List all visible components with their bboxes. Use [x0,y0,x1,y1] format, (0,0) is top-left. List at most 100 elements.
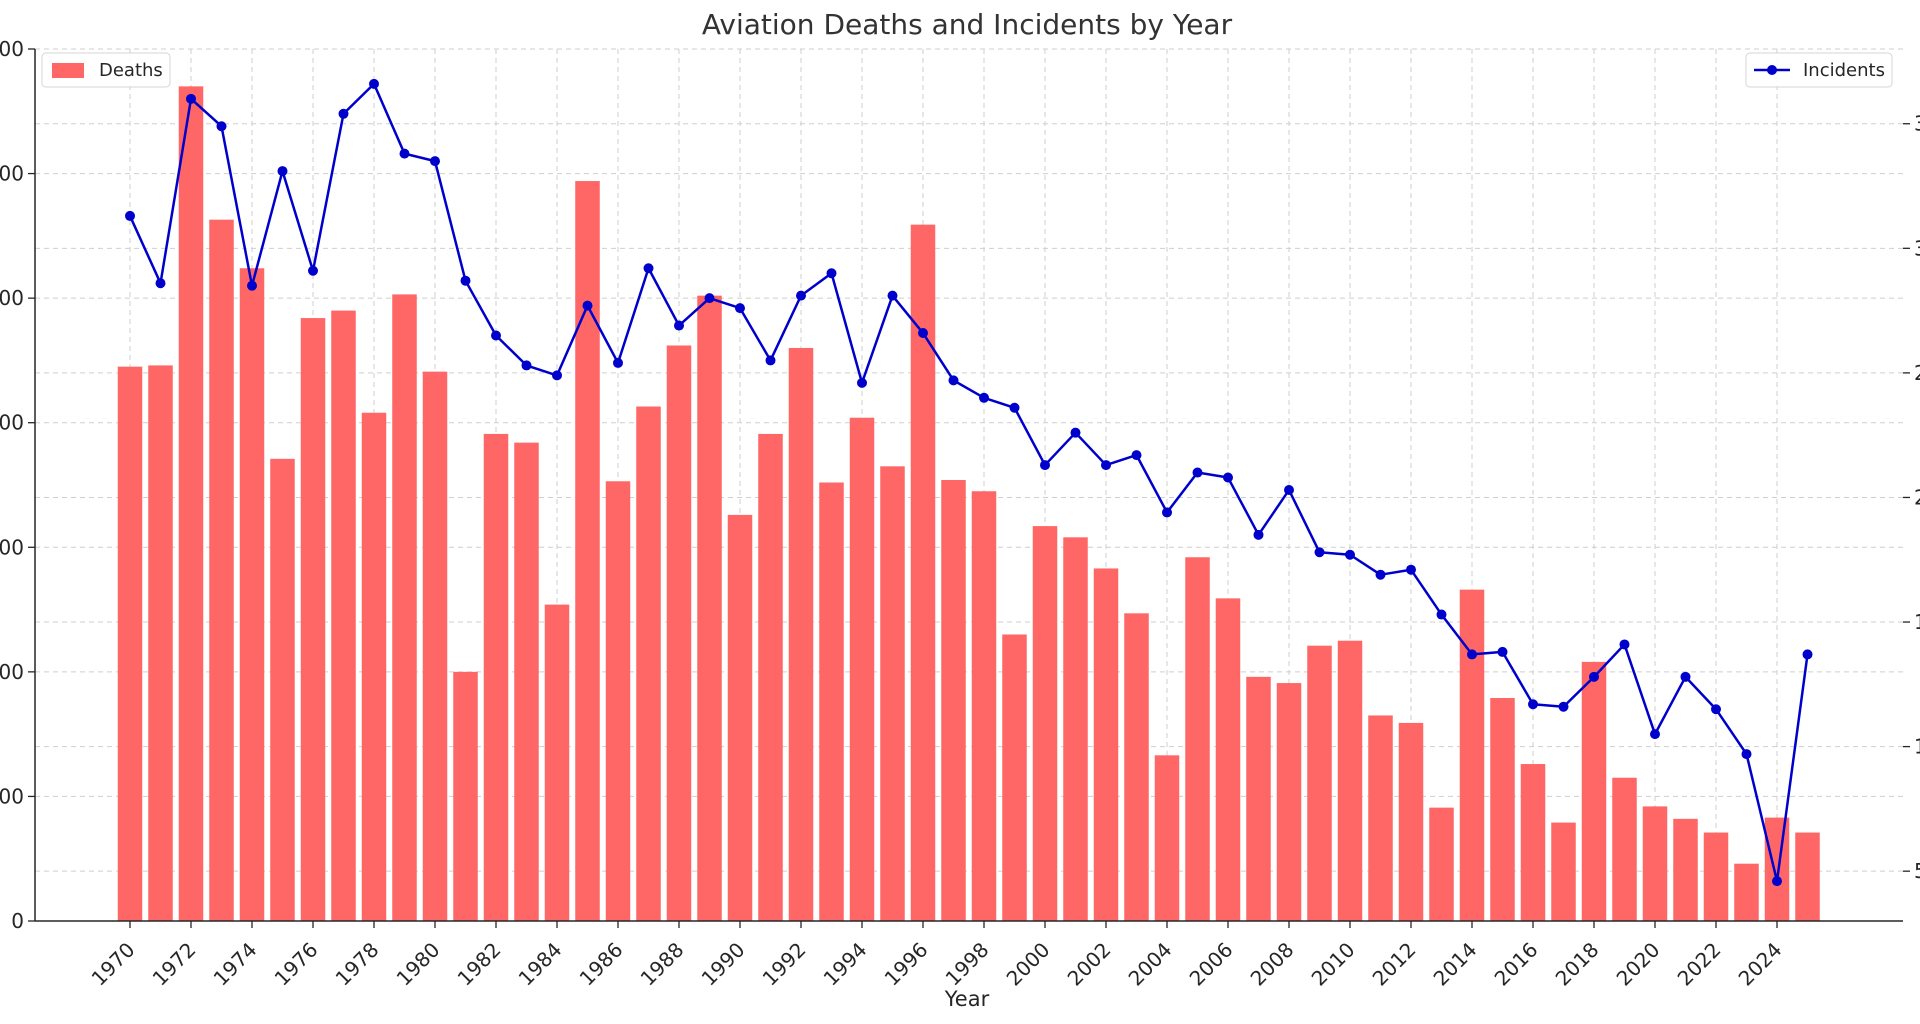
y-tick-label: 0 [11,909,24,933]
deaths-bar [697,295,722,921]
legend-incidents: Incidents [1745,52,1893,88]
deaths-bar [209,219,234,922]
incidents-point [1436,609,1447,620]
deaths-bar [727,514,753,921]
deaths-bar [1612,777,1637,921]
legend-deaths-label: Deaths [99,60,163,81]
x-tick-label: 2018 [1551,938,1604,991]
deaths-bar [1642,806,1668,921]
x-tick-label: 1986 [575,938,628,991]
deaths-bar [788,347,814,921]
deaths-bar [1581,661,1607,921]
x-tick-label: 2020 [1612,938,1665,991]
deaths-bar [361,412,387,921]
incidents-point [582,300,593,311]
y2-tick-label: 250 [1914,361,1920,385]
x-tick-label: 2010 [1307,938,1360,991]
deaths-bar [117,366,143,922]
incidents-point [1009,402,1020,413]
deaths-bar [941,480,966,921]
y-tick-label: 2000 [0,411,24,435]
deaths-bar [1307,645,1332,921]
right-y-ticks: 50 100 150 200 250 300 350 [1903,112,1920,883]
deaths-bar [1337,640,1363,921]
incidents-point [1162,507,1172,518]
incidents-point [1345,549,1355,560]
deaths-bar [544,604,570,921]
incidents-point [399,148,410,159]
incidents-polyline [128,82,1809,883]
incidents-point [1192,467,1203,478]
deaths-bar [392,294,417,921]
deaths-bar [1459,589,1485,921]
deaths-bar [636,406,661,921]
x-tick-label: 1988 [636,938,689,991]
incidents-point [735,303,745,314]
deaths-bar [1093,568,1119,921]
deaths-bar [1703,832,1729,921]
x-tick-label: 1998 [941,938,994,991]
y-tick-label: 1000 [0,660,24,684]
x-tick-label: 2024 [1734,938,1787,991]
incidents-point [1040,460,1050,471]
incidents-point [979,392,989,403]
incidents-point [1223,472,1233,483]
deaths-bar [880,466,905,921]
incidents-point [1101,460,1111,471]
deaths-bar [819,482,844,921]
x-tick-label: 1976 [270,938,323,991]
incidents-point [521,360,532,371]
x-tick-label: 1974 [209,938,262,991]
deaths-bar [1398,722,1424,921]
x-tick-label: 2012 [1368,938,1421,991]
incidents-point [1497,646,1508,657]
deaths-bar [300,318,326,921]
x-tick-label: 2014 [1429,938,1482,991]
incidents-point [704,293,715,304]
deaths-bar [1154,755,1180,921]
incidents-point [1406,564,1416,575]
legend-incidents-label: Incidents [1803,60,1885,81]
deaths-bar [1551,822,1576,921]
deaths-bar [849,417,875,921]
deaths-bar [1490,698,1515,921]
deaths-bar [1276,683,1302,921]
legend-incidents-swatch-marker [1767,65,1777,75]
incidents-point [460,275,471,286]
legend-deaths-swatch [52,63,84,78]
y-tick-label: 3000 [0,162,24,186]
incidents-point [1589,671,1599,682]
chart-title: Aviation Deaths and Incidents by Year [702,8,1233,41]
deaths-bar [148,365,173,921]
x-tick-label: 2022 [1673,938,1726,991]
incidents-point [796,290,806,301]
incidents-point [643,263,654,274]
grid [35,48,1903,922]
x-tick-label: 2004 [1124,938,1177,991]
deaths-bar [1520,764,1546,921]
deaths-bar [239,268,265,921]
deaths-bar [1215,598,1241,921]
y-tick-label: 2500 [0,286,24,310]
incidents-point [674,320,684,331]
y-tick-label: 1500 [0,535,24,559]
deaths-bar [1124,613,1149,921]
x-tick-label: 1978 [331,938,384,991]
incidents-point [1375,569,1386,580]
deaths-bar [910,224,936,921]
incidents-point [1253,529,1264,540]
deaths-bar [453,671,478,921]
incidents-point [1558,701,1569,712]
incidents-point [1802,649,1813,660]
legend-deaths: Deaths [41,52,171,88]
deaths-bar [422,371,448,921]
x-tick-label: 2000 [1002,938,1055,991]
deaths-bar [575,181,600,921]
incidents-point [369,78,379,89]
incidents-point [338,108,349,119]
deaths-bar [270,458,295,921]
left-y-ticks: 0 500 1000 1500 2000 2500 3000 3500 [0,37,35,933]
x-tick-label: 1990 [697,938,750,991]
deaths-bar [331,310,356,922]
incidents-point [1711,704,1721,715]
